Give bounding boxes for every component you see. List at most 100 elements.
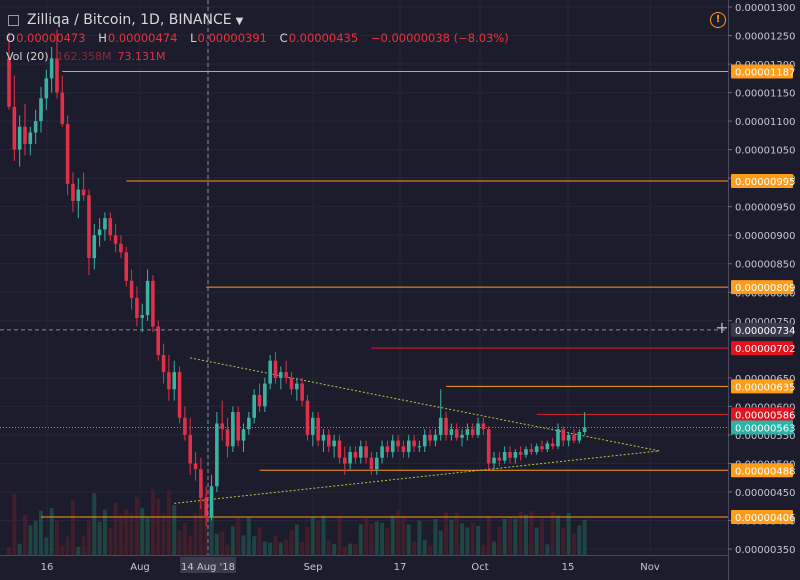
symbol-title[interactable]: Zilliqa / Bitcoin, 1D, BINANCE: [27, 12, 232, 28]
volume-bar: [444, 512, 449, 555]
price-tick-label: 0.00001050: [735, 146, 795, 157]
candle-body: [284, 372, 288, 378]
level-label: 0.00001187: [735, 67, 795, 78]
candle-body: [76, 189, 81, 201]
candle-body: [33, 121, 38, 133]
volume-bar: [241, 535, 246, 555]
volume-indicator-label[interactable]: Vol (20): [6, 50, 49, 63]
candle-body: [332, 440, 336, 447]
volume-bar: [236, 517, 241, 555]
volume-bar: [508, 517, 513, 555]
candle-body: [193, 463, 198, 470]
current-price-label-bg: [731, 420, 793, 435]
volume-bar: [134, 496, 139, 555]
ohlc-value-open: 0.00000473: [16, 31, 86, 45]
volume-bar: [22, 514, 27, 555]
candle-body: [428, 434, 432, 441]
candle-body: [215, 423, 219, 487]
candle-body: [44, 78, 49, 99]
candle-body: [316, 417, 320, 441]
price-tick-label: 0.00000450: [735, 488, 795, 499]
level-label: 0.00000702: [735, 344, 795, 355]
volume-bar: [118, 514, 123, 555]
candle-body: [263, 383, 267, 407]
candle-body: [582, 427, 587, 433]
ohlc-key-high: H: [98, 31, 107, 45]
level-label: 0.00000586: [735, 410, 795, 421]
volume-bar: [465, 527, 470, 555]
chevron-down-icon[interactable]: ▼: [235, 16, 244, 27]
volume-bar: [230, 526, 235, 555]
candle-body: [140, 315, 145, 318]
candle-body: [497, 457, 502, 461]
candle-body: [492, 457, 496, 464]
candle-body: [460, 434, 464, 438]
candle-body: [433, 434, 438, 441]
volume-bar: [305, 527, 310, 555]
volume-bar: [433, 519, 438, 555]
volume-bar: [220, 531, 225, 555]
current-price-label: 0.00000563: [735, 423, 795, 434]
candle-body: [417, 446, 422, 448]
candle-body: [172, 372, 177, 390]
candle-body: [209, 486, 214, 518]
volume-bar: [555, 515, 560, 555]
grid: [0, 0, 728, 555]
volume-bar: [38, 510, 43, 555]
candle-body: [513, 452, 518, 458]
candle-body: [550, 443, 555, 447]
symbol-row[interactable]: Zilliqa / Bitcoin, 1D, BINANCE ▼: [8, 12, 243, 28]
volume-bar: [28, 525, 33, 555]
candle-body: [412, 440, 416, 447]
ohlc-value-low: 0.00000391: [197, 31, 267, 45]
collapse-box-icon[interactable]: [8, 14, 19, 26]
volume-bar: [278, 542, 283, 555]
candle-body: [556, 429, 560, 447]
candle-body: [113, 235, 118, 244]
price-tick-label: 0.00000750: [735, 317, 795, 328]
candle-body: [540, 446, 544, 450]
level-label: 0.00000488: [735, 466, 795, 477]
volume-bar: [353, 544, 358, 555]
candle-body: [71, 183, 75, 201]
volume-bar: [582, 519, 587, 555]
candle-body: [518, 452, 523, 455]
alert-icon[interactable]: !: [710, 12, 726, 28]
candle-body: [422, 434, 427, 447]
candle-body: [156, 326, 161, 356]
volume-bar: [566, 513, 571, 555]
volume-bar: [550, 511, 555, 555]
candle-body: [353, 452, 358, 458]
volume-bar: [540, 519, 544, 555]
candle-body: [151, 280, 155, 327]
volume-row[interactable]: Vol (20) 162.358M 73.131M: [6, 50, 166, 63]
volume-bar: [289, 530, 294, 555]
volume-bar: [60, 545, 65, 555]
candle-body: [103, 218, 107, 230]
candle-body: [241, 429, 246, 441]
volume-bar: [385, 528, 390, 555]
volume-bar: [12, 493, 17, 555]
candle-body: [236, 412, 240, 441]
volume-bar: [97, 521, 102, 555]
volume-bar: [54, 520, 59, 555]
time-axis-background: [0, 555, 728, 580]
plus-icon[interactable]: +: [715, 318, 729, 337]
candle-body: [55, 58, 59, 93]
volume-bar: [81, 536, 86, 555]
candle-body: [177, 372, 182, 418]
volume-bar: [44, 537, 49, 555]
candle-body: [486, 429, 491, 464]
candle-body: [380, 446, 384, 458]
volume-bar: [145, 517, 150, 555]
level-label-bg: [731, 510, 793, 525]
volume-bar: [214, 533, 219, 555]
volume-bar: [268, 542, 273, 555]
volume-bar: [380, 522, 385, 555]
volume-bar: [454, 512, 459, 555]
candle-body: [305, 400, 310, 435]
volume-bar: [534, 527, 539, 555]
candle-body: [444, 417, 448, 435]
volume-bar: [166, 489, 171, 555]
